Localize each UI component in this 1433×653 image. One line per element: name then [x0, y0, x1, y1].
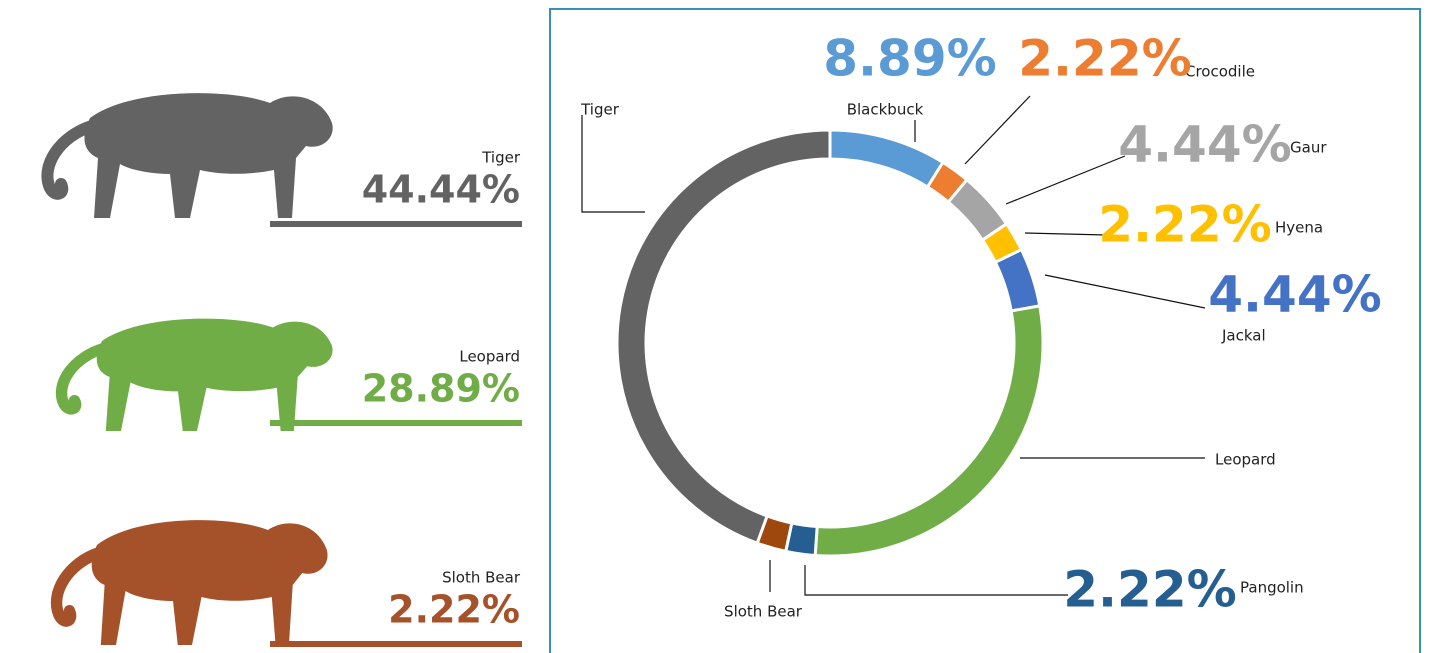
donut-slice [995, 250, 1039, 311]
slice-percent: 2.22% [1063, 561, 1236, 619]
slice-name: Hyena [1275, 219, 1323, 237]
donut-slice [617, 130, 830, 543]
slice-name: Tiger [580, 101, 620, 119]
animal-name: Sloth Bear [442, 569, 521, 587]
leader-line [1045, 275, 1205, 308]
silhouette-body [97, 319, 333, 431]
leader-line [582, 115, 645, 212]
leader-line [805, 565, 1068, 595]
animal-name: Leopard [459, 348, 520, 366]
slice-name: Sloth Bear [724, 603, 803, 621]
donut-slice [830, 130, 943, 187]
slice-name: Gaur [1290, 139, 1327, 157]
slice-percent: 2.22% [1098, 196, 1271, 254]
slice-name: Crocodile [1185, 63, 1255, 81]
slice-percent: 8.89% [823, 30, 996, 88]
animal-name: Tiger [481, 149, 521, 167]
slice-percent: 4.44% [1208, 266, 1381, 324]
silhouette-body [84, 93, 332, 218]
page: {"chart_data": [ {"type": "pictogram", "… [0, 0, 1433, 653]
slice-name: Pangolin [1240, 579, 1304, 597]
chart-frame [550, 9, 1420, 653]
slice-name: Jackal [1221, 327, 1266, 345]
leader-line [965, 96, 1030, 164]
slice-name: Blackbuck [847, 101, 924, 119]
slice-percent: 2.22% [1018, 30, 1191, 88]
animal-percent: 44.44% [362, 168, 520, 212]
animal-percent: 28.89% [362, 367, 520, 411]
animal-silhouette [57, 520, 328, 645]
infographic: Tiger44.44%Leopard28.89%Sloth Bear2.22%B… [0, 0, 1433, 653]
animal-percent: 2.22% [388, 588, 520, 632]
slice-name: Leopard [1215, 451, 1276, 469]
donut-slice [815, 306, 1043, 556]
animal-silhouette [47, 93, 332, 218]
animal-silhouette [62, 319, 333, 431]
silhouette-body [92, 520, 328, 645]
leader-line [1025, 233, 1106, 235]
slice-percent: 4.44% [1118, 116, 1291, 174]
